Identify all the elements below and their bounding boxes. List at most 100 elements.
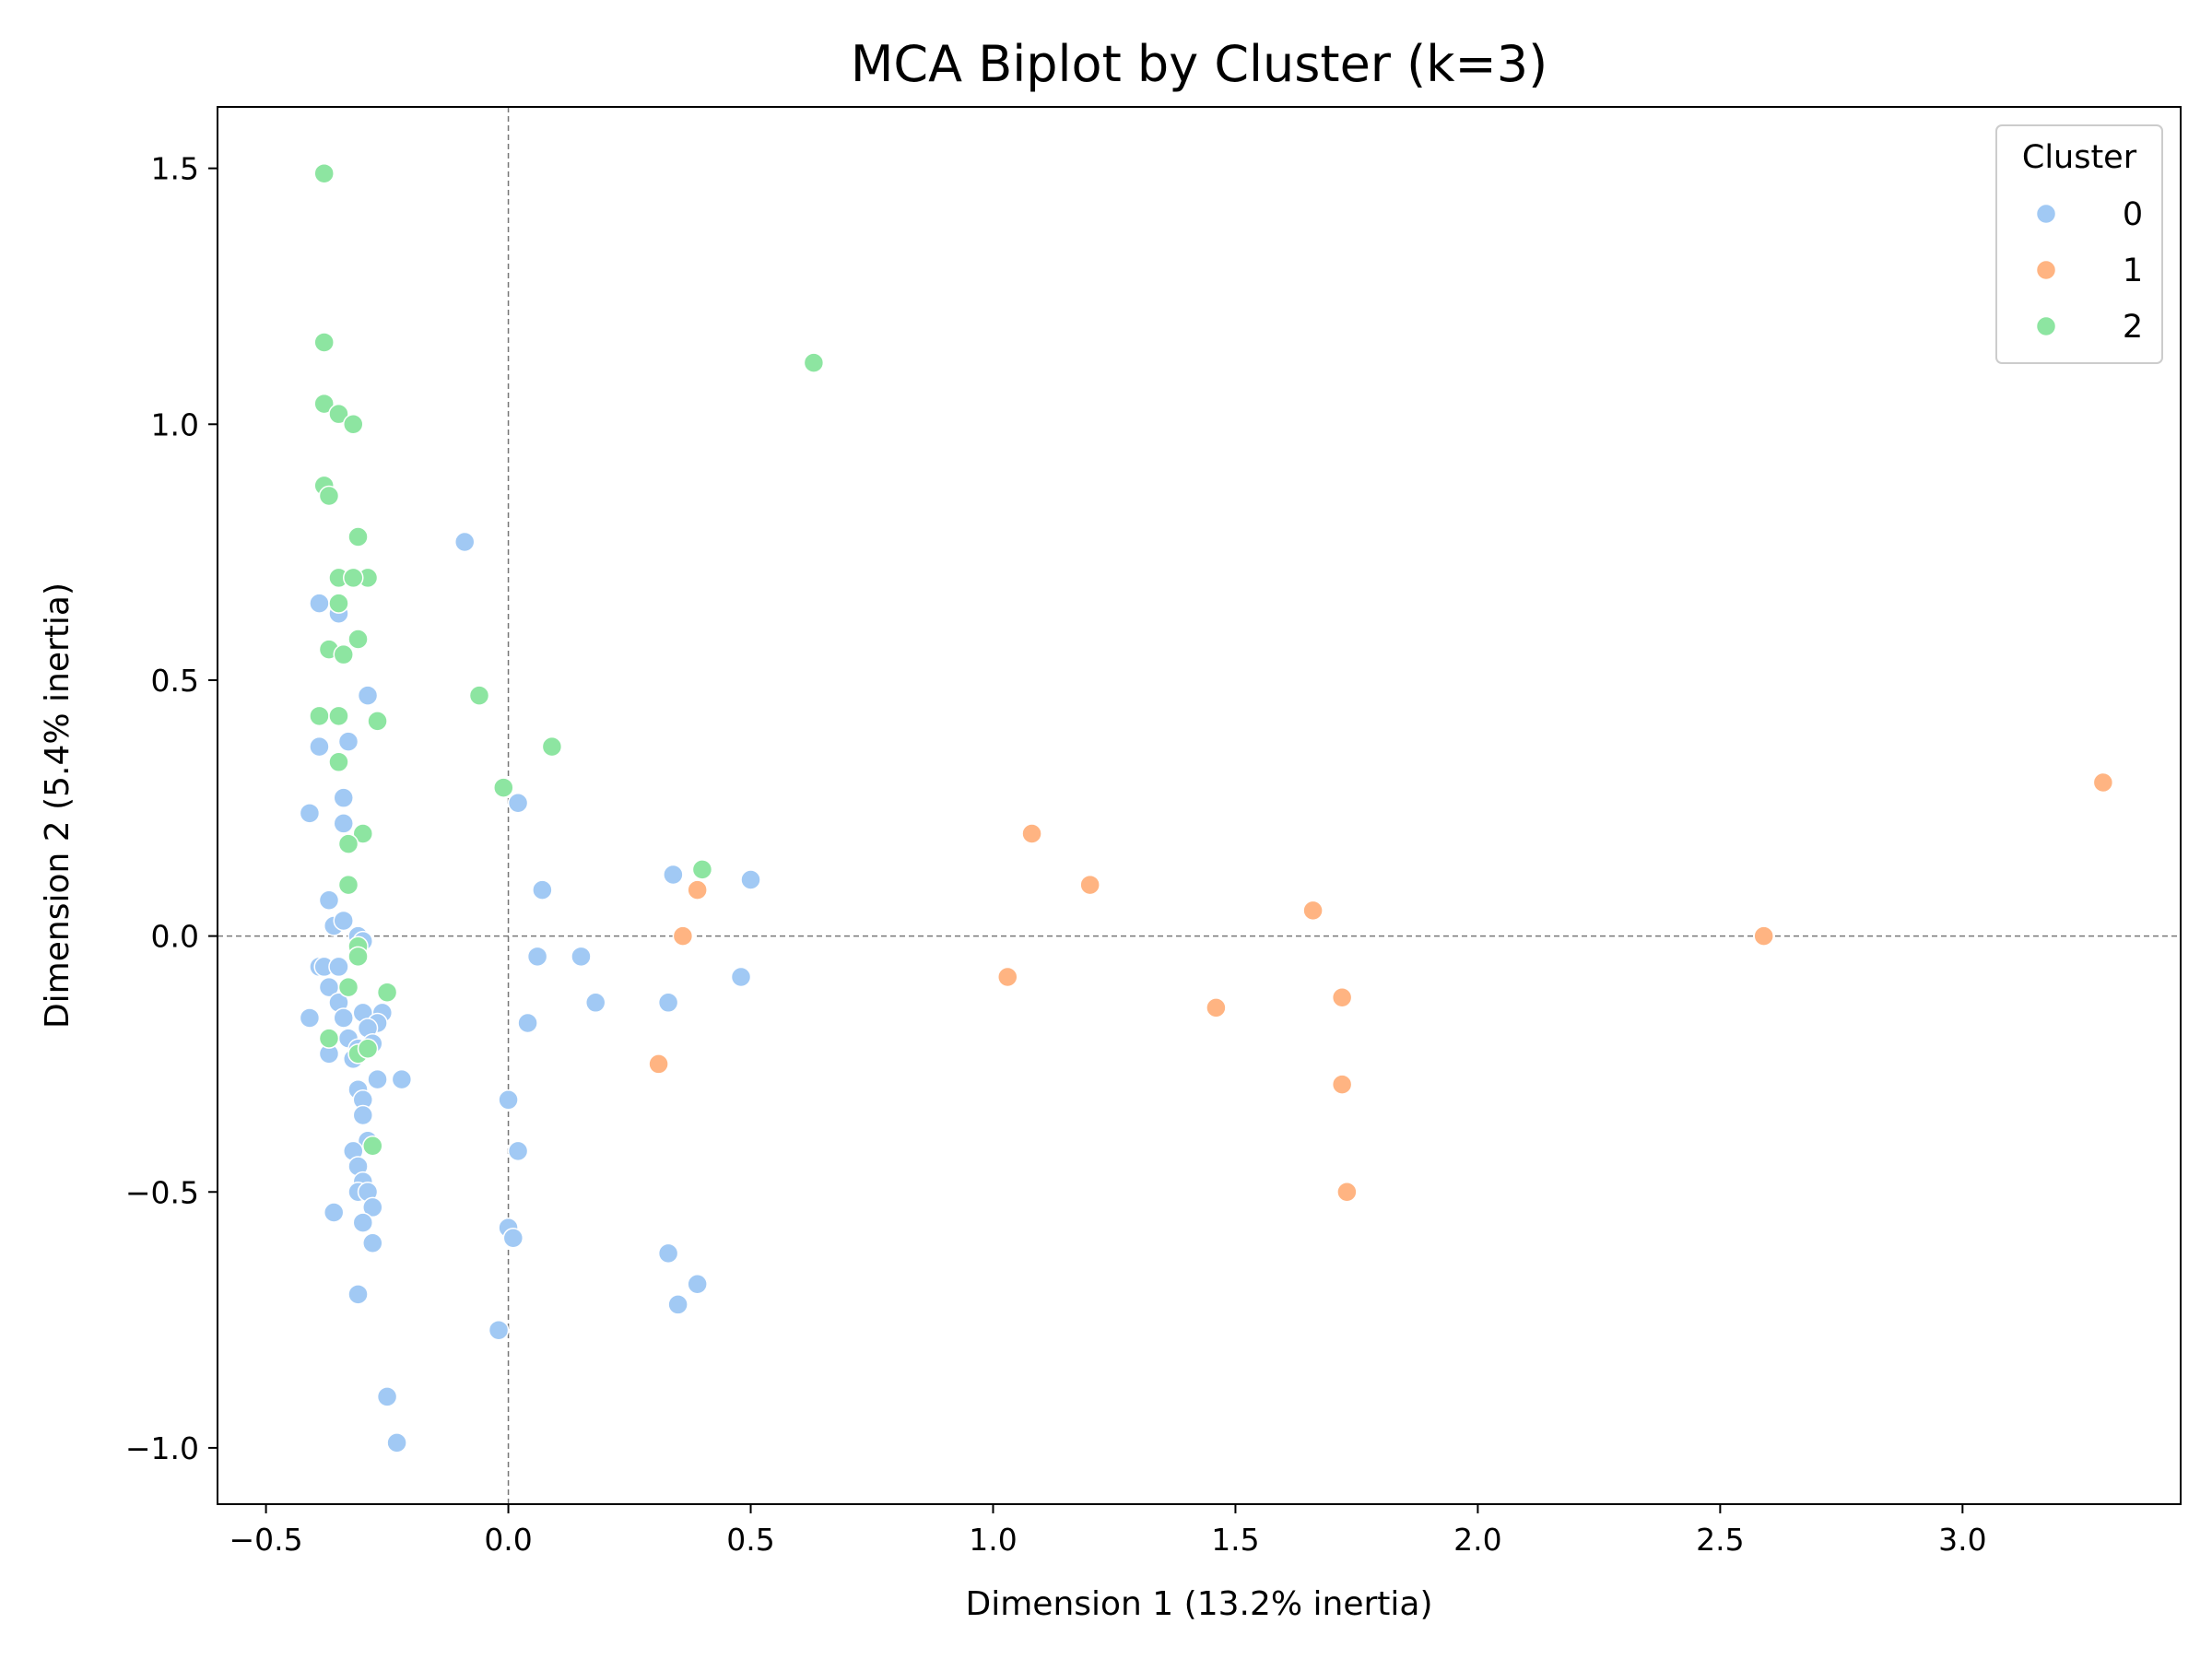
legend-title: Cluster: [2022, 139, 2137, 176]
data-point-cluster-2: [313, 162, 335, 184]
data-point-cluster-2: [309, 705, 330, 727]
data-point-cluster-2: [691, 859, 713, 880]
legend-items: 0 1 2: [2035, 196, 2143, 346]
data-point-cluster-0: [333, 787, 354, 808]
data-point-cluster-2: [333, 643, 354, 665]
data-point-cluster-0: [333, 813, 354, 834]
y-axis: −1.0 −0.5 0.0 0.5 1.0 1.5: [125, 151, 218, 1466]
data-point-cluster-0: [517, 1012, 538, 1034]
data-point-cluster-2: [313, 393, 335, 415]
data-point-cluster-0: [663, 864, 684, 886]
data-point-cluster-2: [357, 1038, 379, 1060]
data-point-cluster-2: [337, 833, 359, 854]
data-point-cluster-2: [362, 1135, 383, 1157]
x-tick-label: 3.0: [1938, 1522, 1986, 1558]
data-point-cluster-0: [333, 1007, 354, 1029]
data-point-cluster-1: [1206, 997, 1227, 1018]
data-point-cluster-0: [667, 1294, 688, 1315]
reference-lines: [218, 107, 2181, 1504]
data-point-cluster-2: [337, 976, 359, 998]
data-point-cluster-0: [333, 910, 354, 932]
y-tick-label: −0.5: [125, 1174, 199, 1210]
x-axis: −0.5 0.0 0.5 1.0 1.5 2.0 2.5 3.0: [229, 1504, 1987, 1558]
data-point-cluster-2: [352, 823, 374, 844]
data-point-cluster-2: [347, 526, 369, 547]
data-point-cluster-0: [309, 593, 330, 614]
legend-label-cluster-2: 2: [2123, 309, 2143, 346]
x-tick-label: 0.5: [726, 1522, 774, 1558]
plot-frame: [217, 106, 2182, 1505]
data-point-cluster-0: [357, 685, 379, 706]
chart-title: MCA Biplot by Cluster (k=3): [851, 35, 1547, 93]
data-point-cluster-1: [1336, 1182, 1358, 1203]
data-point-cluster-0: [299, 1007, 321, 1029]
data-point-cluster-2: [318, 485, 340, 507]
y-tick-label: 0.5: [151, 663, 199, 699]
data-point-cluster-0: [507, 792, 529, 814]
legend-box: [1995, 124, 2163, 364]
data-point-cluster-2: [313, 332, 335, 353]
data-point-cluster-2: [367, 711, 388, 732]
data-point-cluster-0: [309, 735, 330, 758]
data-point-cluster-0: [571, 946, 592, 968]
data-point-cluster-0: [657, 992, 679, 1014]
data-point-cluster-1: [1021, 823, 1042, 844]
data-point-cluster-0: [502, 1227, 524, 1249]
data-point-cluster-0: [318, 889, 340, 911]
data-point-cluster-0: [376, 1386, 398, 1407]
x-tick-label: 2.0: [1453, 1522, 1501, 1558]
data-point-cluster-0: [453, 531, 476, 553]
x-axis-label: Dimension 1 (13.2% inertia): [966, 1585, 1433, 1623]
data-point-cluster-0: [328, 956, 349, 978]
x-tick-label: 1.0: [969, 1522, 1017, 1558]
data-point-cluster-1: [1331, 986, 1353, 1008]
data-point-cluster-1: [648, 1053, 669, 1075]
data-point-cluster-0: [362, 1232, 383, 1254]
x-tick-label: −0.5: [229, 1522, 303, 1558]
data-point-cluster-0: [740, 869, 761, 890]
legend-label-cluster-0: 0: [2123, 196, 2143, 233]
data-point-cluster-0: [498, 1089, 519, 1111]
data-point-cluster-2: [347, 629, 369, 650]
data-point-cluster-0: [687, 1273, 708, 1295]
legend-label-cluster-1: 1: [2123, 253, 2143, 289]
data-point-cluster-0: [352, 1104, 374, 1126]
legend-marker-cluster-2: [2035, 315, 2057, 337]
x-tick-label: 0.0: [484, 1522, 532, 1558]
y-tick-label: 1.0: [151, 406, 199, 442]
data-point-cluster-0: [507, 1140, 529, 1162]
data-point-cluster-0: [532, 879, 553, 900]
data-point-cluster-0: [391, 1068, 413, 1090]
data-point-cluster-2: [468, 685, 490, 706]
data-point-cluster-0: [488, 1319, 510, 1341]
data-point-cluster-2: [328, 403, 349, 425]
data-point-cluster-0: [730, 966, 752, 988]
data-point-cluster-0: [584, 992, 606, 1014]
data-point-cluster-1: [1302, 900, 1324, 922]
data-point-cluster-1: [672, 925, 694, 947]
data-point-cluster-2: [493, 777, 514, 798]
data-point-cluster-1: [997, 966, 1018, 988]
data-point-cluster-2: [328, 705, 349, 727]
data-point-cluster-2: [328, 593, 349, 614]
data-point-cluster-2: [337, 874, 359, 896]
y-tick-label: 0.0: [151, 919, 199, 955]
data-point-cluster-0: [347, 1284, 369, 1305]
data-point-cluster-2: [803, 352, 825, 373]
data-point-cluster-0: [323, 1202, 345, 1223]
data-point-cluster-2: [328, 751, 349, 773]
data-point-cluster-1: [1753, 925, 1774, 947]
data-point-cluster-1: [1331, 1074, 1353, 1095]
data-point-cluster-0: [299, 803, 321, 824]
data-point-cluster-0: [362, 1196, 383, 1218]
data-point-cluster-1: [687, 879, 708, 900]
data-point-cluster-2: [376, 982, 398, 1003]
data-point-cluster-1: [2092, 771, 2114, 794]
x-tick-label: 2.5: [1696, 1522, 1744, 1558]
legend: Cluster 0 1 2: [1995, 124, 2163, 364]
y-axis-label: Dimension 2 (5.4% inertia): [39, 582, 76, 1029]
data-point-cluster-2: [347, 946, 369, 968]
data-point-cluster-0: [337, 731, 359, 752]
